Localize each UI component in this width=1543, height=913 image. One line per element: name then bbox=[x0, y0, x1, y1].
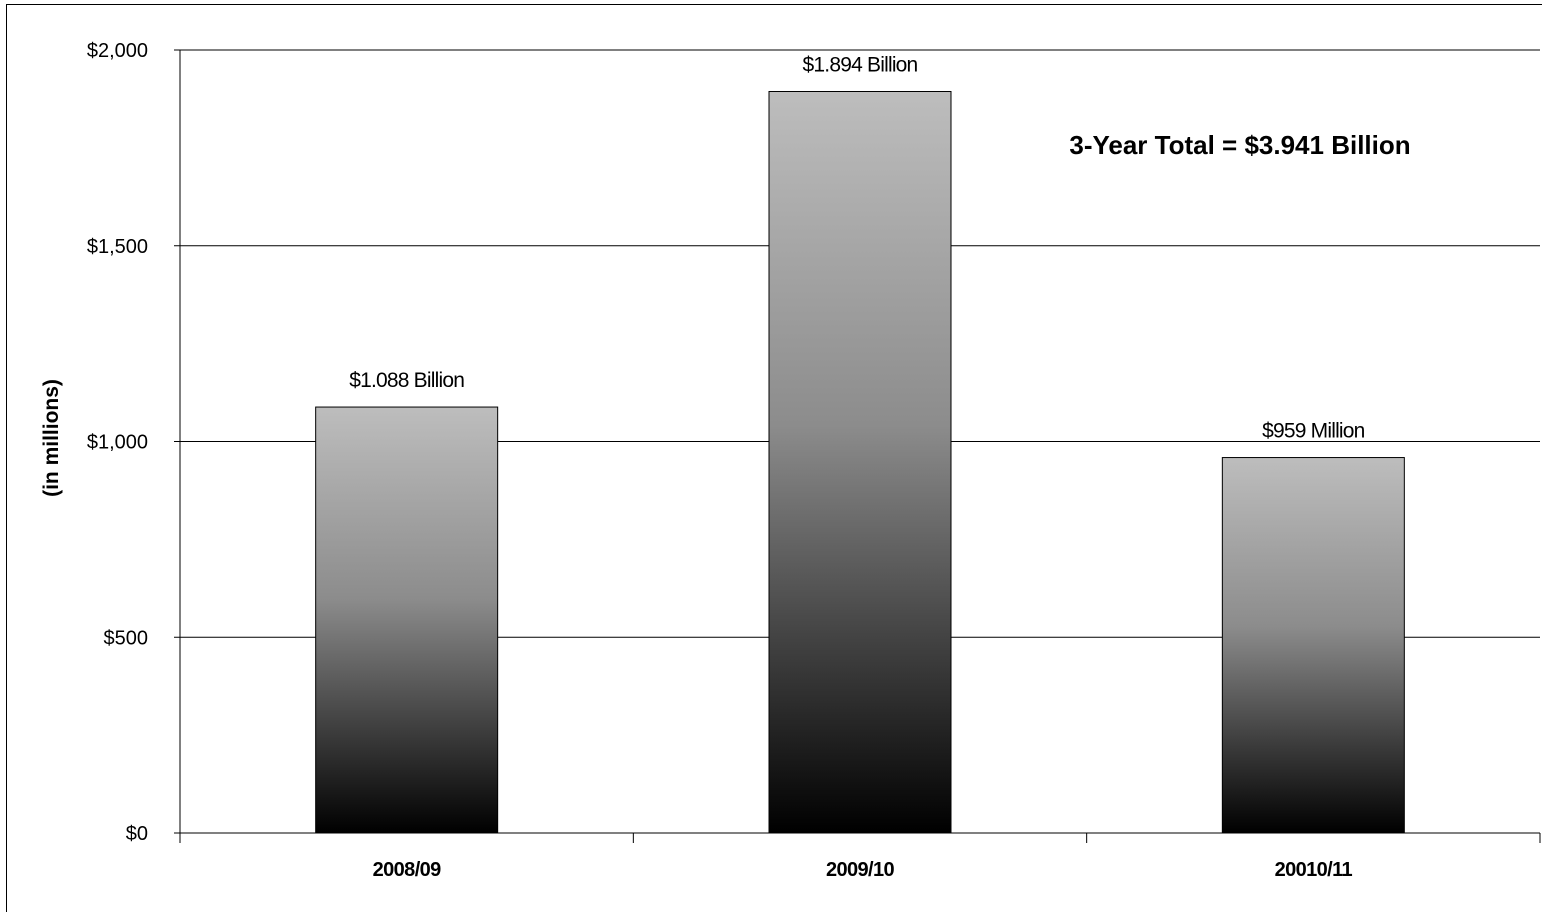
bar bbox=[768, 90, 952, 834]
bar-data-label: $1.894 Billion bbox=[803, 53, 918, 76]
bars bbox=[315, 90, 1405, 834]
bar-data-label: $959 Million bbox=[1262, 420, 1365, 443]
x-tick-label: 2008/09 bbox=[373, 859, 442, 881]
y-tick-label: $2,000 bbox=[87, 40, 148, 62]
axes bbox=[174, 49, 1541, 843]
chart-frame bbox=[6, 4, 1542, 912]
y-tick-label: $1,500 bbox=[87, 236, 148, 258]
labels: $0 $500 $1,000 $1,500 $2,000 $1.088 Billion 20… bbox=[87, 40, 1366, 881]
bar-data-label: $1.088 Billion bbox=[349, 369, 464, 392]
bar bbox=[1221, 457, 1405, 834]
y-tick-label: $500 bbox=[104, 627, 149, 649]
x-tick-label: 20010/11 bbox=[1275, 859, 1353, 881]
bar bbox=[315, 406, 499, 834]
x-tick-label: 2009/10 bbox=[826, 859, 895, 881]
y-axis-title: (in millions) bbox=[40, 379, 63, 497]
y-tick-label: $1,000 bbox=[87, 432, 148, 454]
total-annotation: 3-Year Total = $3.941 Billion bbox=[1069, 130, 1410, 160]
y-tick-label: $0 bbox=[126, 823, 148, 845]
